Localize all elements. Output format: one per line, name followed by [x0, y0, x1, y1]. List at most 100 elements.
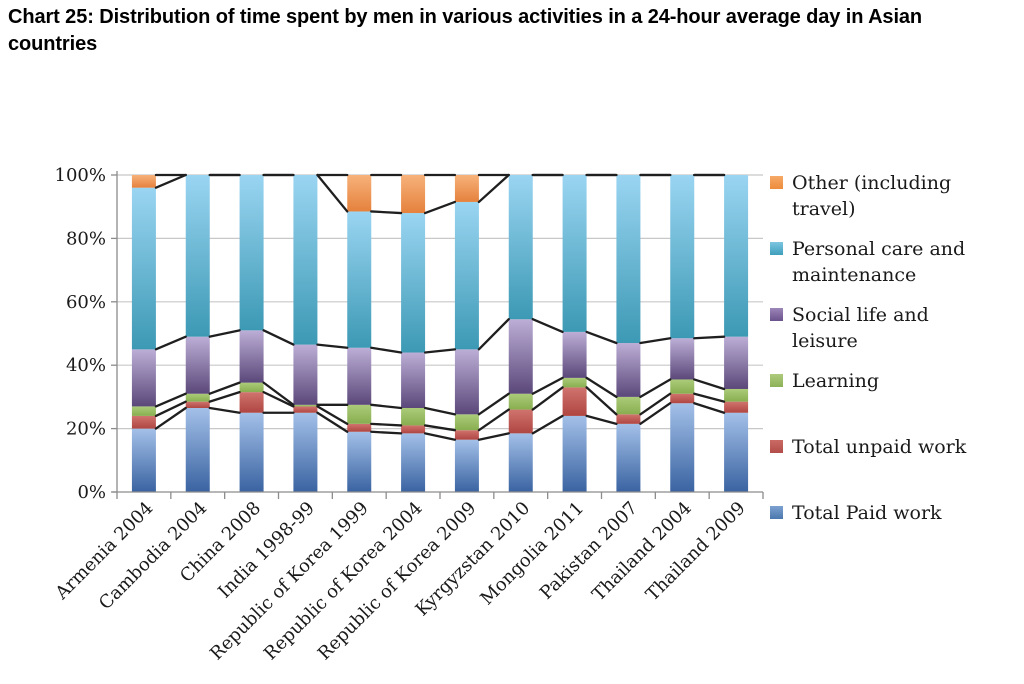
bar-segment: [239, 175, 264, 331]
legend-label-other: Other (including travel): [792, 172, 952, 220]
bar-segment: [293, 412, 318, 492]
series-line: [423, 424, 457, 432]
legend-item-personal-care: Personal care and maintenance: [770, 236, 995, 288]
bar-segment: [562, 175, 587, 332]
series-line: [154, 335, 187, 351]
bar-segment: [185, 401, 210, 408]
bars: [131, 175, 749, 492]
bar-segment: [185, 393, 210, 402]
bar-segment: [454, 430, 479, 440]
bar-segment: [293, 404, 318, 407]
bar-segment: [562, 415, 587, 492]
legend-label-personal-care: Personal care and maintenance: [792, 238, 966, 286]
series-line: [370, 422, 403, 427]
bar-segment: [347, 211, 372, 348]
y-tick-label: 80%: [66, 228, 106, 249]
series-line: [423, 348, 457, 354]
bar-segment: [185, 407, 210, 492]
legend-item-other: Other (including travel): [770, 170, 995, 222]
y-tick-label: 20%: [66, 419, 106, 440]
legend-key-learning-swatch: [770, 374, 783, 387]
series-line: [639, 392, 672, 416]
bar-segment: [239, 392, 264, 413]
bar-segment: [616, 423, 641, 492]
bar-segment: [454, 349, 479, 415]
y-tick-label: 60%: [66, 292, 106, 313]
y-tick-label: 100%: [55, 165, 106, 186]
legend-key-other-swatch: [770, 176, 783, 189]
series-line: [693, 378, 726, 391]
bar-segment: [616, 343, 641, 397]
legend-label-learning: Learning: [792, 370, 879, 392]
bar-segment: [185, 175, 210, 337]
series-line: [423, 406, 457, 416]
series-line: [262, 381, 295, 406]
y-tick-label: 40%: [66, 355, 106, 376]
series-line: [208, 329, 241, 338]
series-line: [423, 200, 457, 215]
legend-label-social-life: Social life and leisure: [792, 304, 929, 352]
bar-segment: [724, 401, 749, 413]
legend-item-paid-work: Total Paid work: [770, 500, 995, 526]
bar-segment: [131, 406, 156, 416]
series-line: [423, 432, 457, 441]
bar-segment: [293, 175, 318, 345]
series-line: [477, 173, 510, 204]
bar-segment: [670, 393, 695, 404]
bar-segment: [724, 388, 749, 402]
series-line: [154, 173, 187, 189]
bar-segment: [454, 201, 479, 350]
series-line: [531, 318, 564, 334]
axes: [111, 171, 764, 499]
bar-segment: [508, 175, 533, 320]
x-tick-label: India 1998-99: [214, 498, 319, 603]
bar-segment: [293, 344, 318, 405]
series-line: [585, 386, 618, 416]
series-line: [208, 381, 241, 395]
series-line: [693, 392, 726, 403]
series-line: [693, 335, 726, 340]
bar-segment: [131, 415, 156, 429]
series-line: [477, 392, 510, 416]
bar-segment: [724, 412, 749, 492]
series-line: [154, 392, 187, 408]
bar-segment: [670, 379, 695, 394]
series-line: [477, 432, 510, 441]
series-line: [531, 376, 564, 395]
series-line: [531, 386, 564, 411]
bar-segment: [616, 175, 641, 344]
bar-segment: [131, 349, 156, 407]
legend-item-social-life: Social life and leisure: [770, 302, 995, 354]
bar-segment: [131, 187, 156, 350]
bar-segment: [401, 213, 426, 353]
bar-segment: [131, 428, 156, 492]
series-line: [370, 210, 403, 215]
gridlines: [117, 174, 763, 430]
bar-segment: [185, 336, 210, 394]
legend-label-paid-work: Total Paid work: [792, 502, 942, 524]
bar-segment: [616, 396, 641, 415]
x-tick-label: Thailand 2009: [642, 498, 750, 606]
series-line: [585, 376, 618, 399]
bar-segment: [670, 338, 695, 380]
series-line: [370, 346, 403, 354]
series-line: [316, 343, 349, 349]
legend-key-social-life-swatch: [770, 308, 783, 321]
bar-segment: [347, 175, 372, 212]
series-line: [639, 402, 672, 425]
bar-segment: [347, 431, 372, 492]
series-lines: [154, 173, 726, 441]
bar-segment: [454, 414, 479, 431]
bar-segment: [131, 175, 156, 188]
bar-segment: [670, 403, 695, 492]
bar-segment: [239, 412, 264, 492]
series-line: [531, 414, 564, 435]
bar-segment: [562, 387, 587, 416]
legend-item-unpaid-work: Total unpaid work: [770, 434, 995, 460]
bar-segment: [508, 319, 533, 394]
series-line: [585, 330, 618, 345]
bar-segment: [562, 377, 587, 388]
